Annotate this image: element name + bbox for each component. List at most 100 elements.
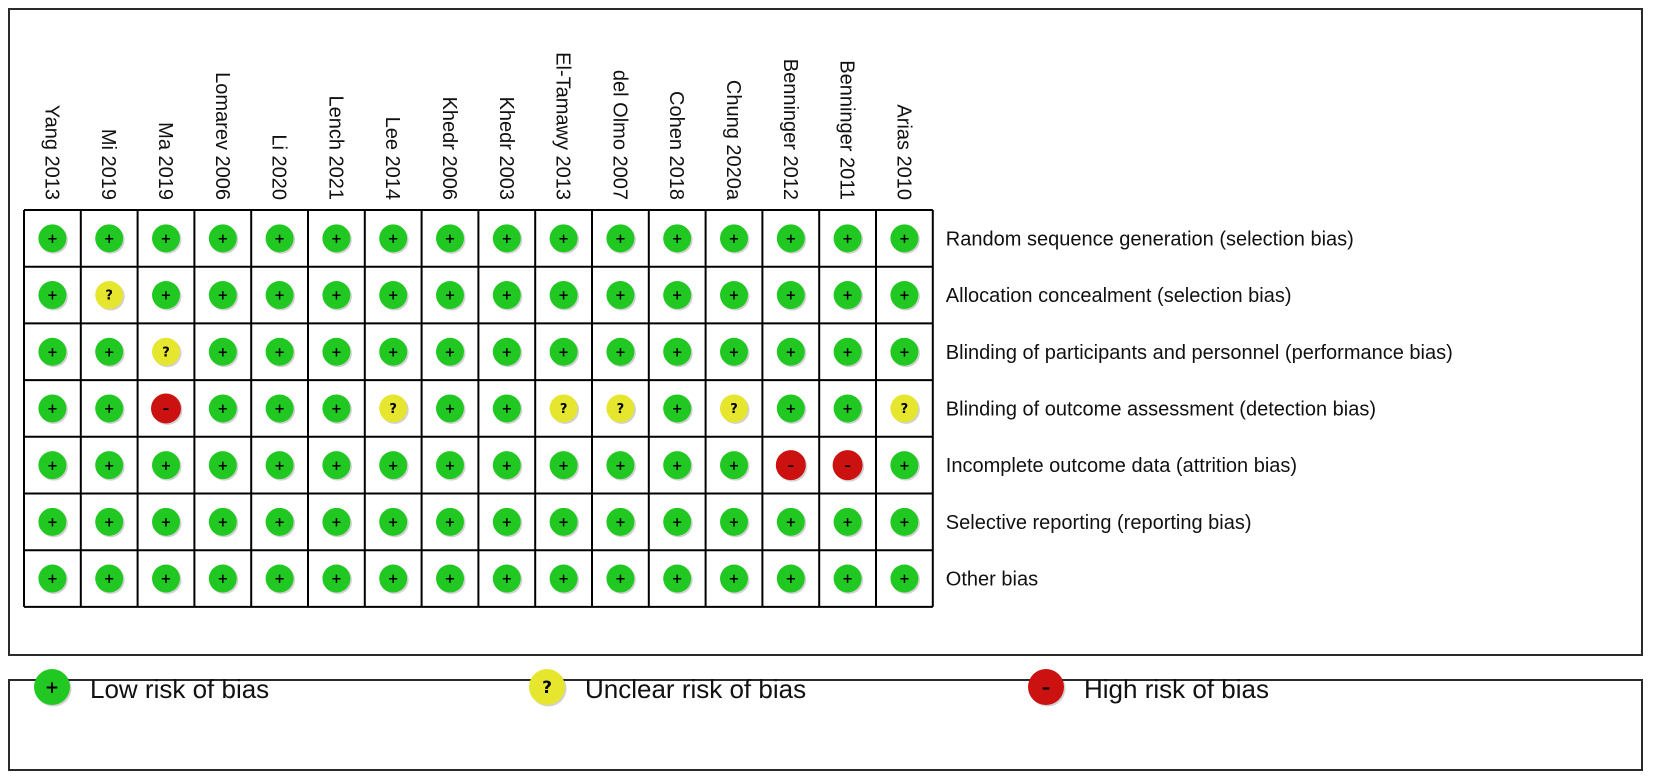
mark-low: +	[663, 337, 693, 368]
mark-circle	[776, 281, 805, 310]
mark-symbol: ?	[730, 402, 738, 417]
mark-circle	[776, 224, 805, 253]
mark-symbol: +	[104, 516, 115, 531]
mark-symbol: +	[842, 232, 853, 247]
legend-item-low: + Low risk of bias	[34, 669, 269, 707]
mark-symbol: +	[899, 345, 910, 360]
mark-circle	[95, 564, 124, 593]
mark-circle	[606, 451, 635, 480]
domain-label: Blinding of outcome assessment (detectio…	[946, 398, 1376, 420]
mark-low: +	[379, 224, 409, 254]
mark-symbol: +	[217, 289, 228, 304]
mark-circle	[492, 451, 521, 480]
mark-symbol: +	[47, 516, 58, 531]
mark-symbol: +	[217, 572, 228, 587]
mark-circle	[890, 564, 919, 593]
mark-low: +	[208, 337, 239, 368]
mark-symbol: +	[615, 232, 626, 247]
mark-low: +	[776, 337, 807, 368]
mark-circle	[265, 564, 294, 593]
mark-low: +	[379, 337, 409, 368]
mark-low: +	[549, 451, 580, 481]
mark-circle	[208, 224, 237, 253]
mark-circle	[265, 394, 294, 423]
mark-symbol: +	[274, 345, 285, 360]
mark-symbol: +	[104, 232, 115, 247]
mark-symbol: +	[558, 232, 569, 247]
mark-circle	[833, 394, 862, 423]
mark-symbol: +	[331, 289, 342, 304]
mark-symbol: +	[331, 516, 342, 531]
mark-symbol: +	[672, 572, 683, 587]
mark-circle	[606, 564, 635, 593]
mark-low: +	[265, 224, 296, 254]
mark-low: +	[720, 337, 750, 368]
mark-symbol: –	[163, 402, 170, 417]
mark-circle	[720, 451, 748, 480]
mark-circle	[436, 281, 464, 310]
legend-label: Low risk of bias	[90, 674, 269, 704]
mark-circle	[379, 281, 408, 310]
mark-symbol: +	[445, 289, 456, 304]
mark-symbol: ?	[901, 402, 909, 417]
mark-low: +	[322, 507, 352, 538]
mark-symbol: +	[388, 289, 399, 304]
mark-circle	[833, 507, 862, 536]
mark-circle	[322, 451, 351, 480]
mark-circle	[322, 564, 351, 593]
mark-symbol: +	[274, 402, 285, 417]
mark-low: +	[606, 564, 636, 595]
mark-low: +	[776, 394, 807, 424]
mark-low: +	[492, 507, 523, 538]
mark-low: +	[208, 507, 239, 538]
mark-circle	[833, 224, 862, 253]
study-label: Mi 2019	[97, 129, 119, 200]
mark-circle	[152, 564, 180, 593]
mark-symbol: +	[104, 345, 115, 360]
mark-circle	[606, 281, 635, 310]
mark-circle	[208, 337, 237, 366]
mark-circle	[322, 394, 351, 423]
mark-symbol: +	[161, 516, 172, 531]
legend-label: Unclear risk of bias	[585, 674, 806, 704]
mark-low: +	[322, 394, 352, 424]
mark-symbol: +	[388, 232, 399, 247]
mark-low: +	[436, 337, 466, 368]
mark-circle	[492, 337, 521, 366]
mark-low: +	[720, 564, 750, 595]
mark-circle	[322, 337, 351, 366]
mark-circle	[95, 281, 124, 310]
study-labels: Yang 2013 Mi 2019 Ma 2019 Lomarev 2006 Li 20…	[40, 52, 914, 201]
mark-circle	[436, 507, 464, 536]
domain-label: Random sequence generation (selection bi…	[946, 228, 1354, 250]
mark-symbol: ?	[617, 402, 625, 417]
mark-circle	[833, 337, 862, 366]
legend-label: High risk of bias	[1084, 674, 1269, 704]
mark-low: +	[890, 337, 920, 368]
mark-symbol: +	[785, 232, 796, 247]
mark-low: +	[38, 507, 68, 538]
mark-circle	[151, 393, 181, 424]
legend: + Low risk of bias? Unclear risk of bias – H…	[34, 669, 1269, 707]
mark-circle	[492, 507, 521, 536]
mark-low: +	[606, 451, 636, 481]
mark-unclear: ?	[152, 337, 182, 368]
mark-low: +	[265, 394, 296, 424]
mark-unclear: ?	[549, 394, 580, 424]
mark-symbol: +	[842, 402, 853, 417]
mark-circle	[776, 394, 805, 423]
legend-symbol-high: –	[1028, 669, 1066, 707]
mark-circle	[436, 564, 464, 593]
mark-symbol: +	[274, 289, 285, 304]
mark-symbol: +	[615, 345, 626, 360]
mark-circle	[529, 669, 565, 705]
mark-low: +	[95, 451, 125, 481]
mark-symbol: +	[501, 345, 512, 360]
domain-label: Allocation concealment (selection bias)	[946, 285, 1292, 307]
mark-low: +	[663, 281, 693, 311]
grid	[23, 209, 934, 608]
mark-circle	[663, 337, 692, 366]
legend-symbol-unclear: ?	[529, 669, 567, 707]
mark-low: +	[833, 564, 864, 595]
